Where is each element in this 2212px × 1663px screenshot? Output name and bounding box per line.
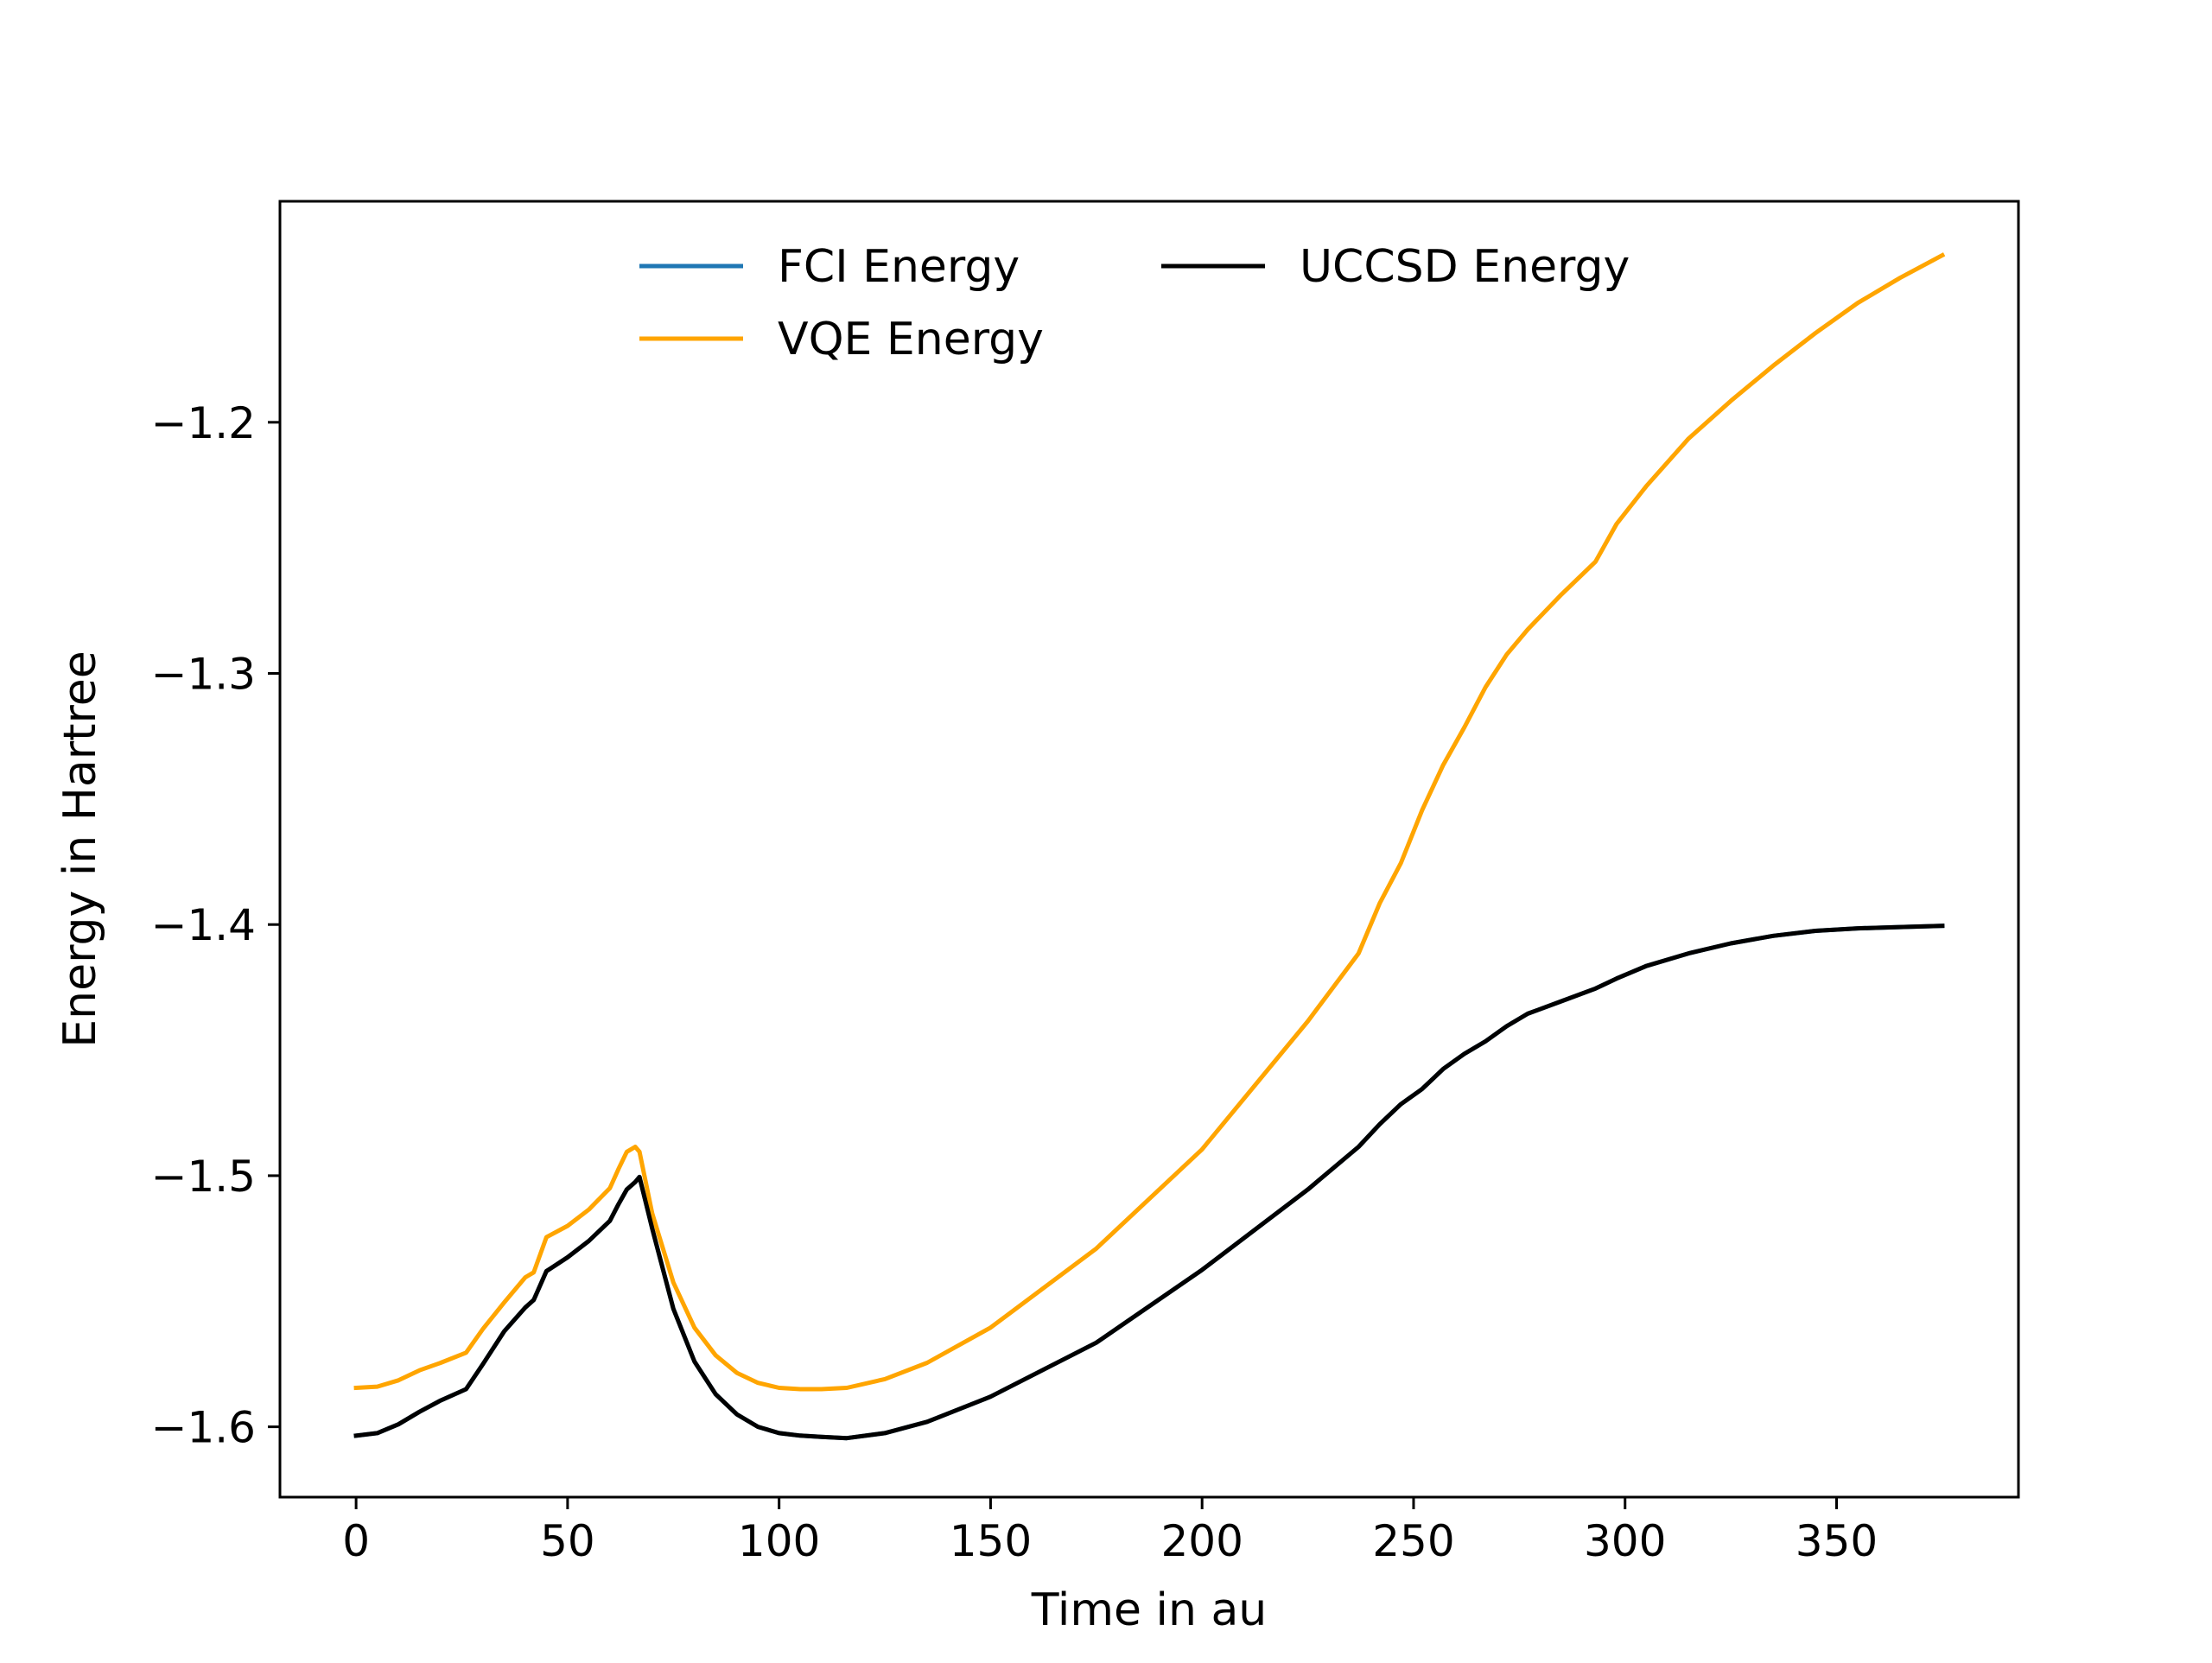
y-tick-label: −1.2 (151, 398, 256, 448)
legend-label: UCCSD Energy (1300, 241, 1630, 293)
x-tick-label: 350 (1796, 1516, 1878, 1566)
y-tick-label: −1.6 (151, 1403, 256, 1453)
y-tick-label: −1.3 (151, 650, 256, 700)
y-axis-ticks: −1.6 −1.5 −1.4 −1.3 −1.2 (151, 398, 280, 1453)
x-axis-title: Time in au (1031, 1584, 1268, 1636)
plot-frame (278, 200, 2020, 1499)
series-layer (353, 252, 1946, 1441)
y-axis-title: Energy in Hartree (54, 651, 106, 1047)
x-tick-label: 300 (1584, 1516, 1666, 1566)
legend-label: FCI Energy (778, 241, 1020, 293)
legend: FCI Energy VQE Energy UCCSD Energy (639, 241, 1630, 365)
x-tick-label: 150 (950, 1516, 1032, 1566)
y-tick-label: −1.4 (151, 900, 256, 950)
x-tick-label: 250 (1372, 1516, 1454, 1566)
x-tick-label: 50 (540, 1516, 595, 1566)
series-line-2 (353, 924, 1945, 1441)
x-tick-label: 200 (1160, 1516, 1243, 1566)
x-axis-ticks: 0 50 100 150 200 250 300 350 (342, 1497, 1878, 1566)
y-tick-label: −1.5 (151, 1152, 256, 1202)
x-tick-label: 100 (738, 1516, 820, 1566)
series-line-1 (353, 252, 1946, 1392)
x-tick-label: 0 (342, 1516, 370, 1566)
legend-label: VQE Energy (778, 314, 1044, 365)
series-line-0 (353, 924, 1945, 1441)
